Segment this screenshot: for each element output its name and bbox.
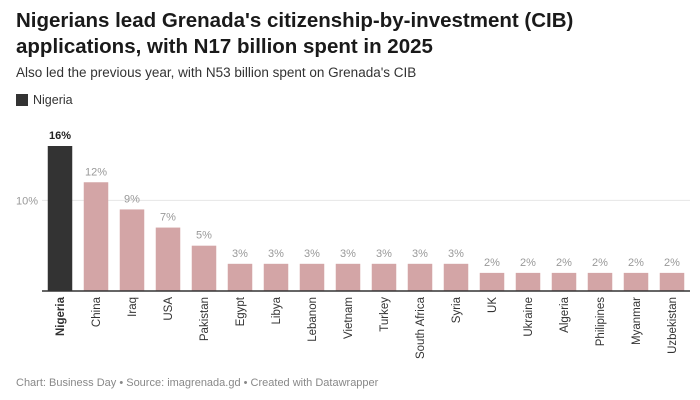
value-label-syria: 3% <box>448 248 464 260</box>
category-label-south-africa: South Africa <box>415 296 427 359</box>
value-label-china: 12% <box>85 166 107 178</box>
value-label-pakistan: 5% <box>196 230 212 242</box>
category-label-myanmar: Myanmar <box>631 297 643 345</box>
value-label-vietnam: 3% <box>340 248 356 260</box>
category-label-lebanon: Lebanon <box>307 297 319 342</box>
value-label-nigeria: 16% <box>49 130 71 142</box>
legend-label-nigeria: Nigeria <box>33 93 73 107</box>
bar-egypt <box>227 263 253 291</box>
category-label-china: China <box>91 296 103 327</box>
bar-syria <box>443 263 469 291</box>
value-label-iraq: 9% <box>124 193 140 205</box>
chart-footer: Chart: Business Day • Source: imagrenada… <box>16 377 379 389</box>
category-label-turkey: Turkey <box>379 297 391 332</box>
category-label-pakistan: Pakistan <box>199 297 211 341</box>
value-label-ukraine: 2% <box>520 257 536 269</box>
value-label-algeria: 2% <box>556 257 572 269</box>
value-label-lebanon: 3% <box>304 248 320 260</box>
bar-ukraine <box>515 272 541 291</box>
category-label-libya: Libya <box>271 296 283 324</box>
chart-title: Nigerians lead Grenada's citizenship-by-… <box>16 9 574 58</box>
bar-south-africa <box>407 263 433 291</box>
bar-turkey <box>371 263 397 291</box>
bar-myanmar <box>623 272 649 291</box>
category-label-vietnam: Vietnam <box>343 297 355 339</box>
legend-swatch-nigeria <box>16 94 28 106</box>
bar-uk <box>479 272 505 291</box>
value-label-myanmar: 2% <box>628 257 644 269</box>
category-label-iraq: Iraq <box>127 297 139 317</box>
category-label-philipines: Philipines <box>595 297 607 346</box>
bar-algeria <box>551 272 577 291</box>
category-label-syria: Syria <box>451 296 463 323</box>
bar-vietnam <box>335 263 361 291</box>
value-label-philipines: 2% <box>592 257 608 269</box>
category-label-nigeria: Nigeria <box>55 296 67 336</box>
category-label-usa: USA <box>163 297 175 321</box>
value-label-uk: 2% <box>484 257 500 269</box>
value-label-usa: 7% <box>160 212 176 224</box>
bar-pakistan <box>191 245 217 291</box>
category-label-algeria: Algeria <box>559 296 571 332</box>
bar-usa <box>155 227 181 291</box>
bar-philipines <box>587 272 613 291</box>
value-label-libya: 3% <box>268 248 284 260</box>
value-label-uzbekistan: 2% <box>664 257 680 269</box>
category-label-egypt: Egypt <box>235 296 247 326</box>
category-label-ukraine: Ukraine <box>523 297 535 337</box>
bar-libya <box>263 263 289 291</box>
legend: Nigeria <box>16 93 73 107</box>
category-label-uk: UK <box>487 297 499 313</box>
category-label-uzbekistan: Uzbekistan <box>667 297 679 354</box>
bar-china <box>83 182 109 291</box>
bar-lebanon <box>299 263 325 291</box>
chart-subtitle: Also led the previous year, with N53 bil… <box>16 65 417 80</box>
value-label-turkey: 3% <box>376 248 392 260</box>
bar-nigeria <box>47 146 73 291</box>
bar-iraq <box>119 209 145 291</box>
y-tick-label: 10% <box>16 195 38 207</box>
bar-uzbekistan <box>659 272 685 291</box>
value-label-south-africa: 3% <box>412 248 428 260</box>
value-label-egypt: 3% <box>232 248 248 260</box>
